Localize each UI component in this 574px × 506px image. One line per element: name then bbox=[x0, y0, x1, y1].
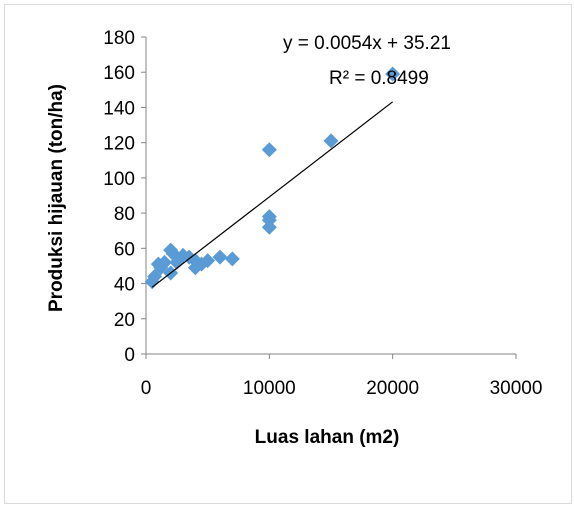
y-tick-label: 80 bbox=[114, 204, 135, 225]
data-point bbox=[224, 251, 240, 267]
x-tick-label: 20000 bbox=[366, 378, 419, 399]
x-axis-title: Luas lahan (m2) bbox=[255, 427, 400, 448]
y-tick-label: 100 bbox=[103, 169, 135, 190]
trendline-r-squared: R² = 0.8499 bbox=[329, 68, 429, 89]
y-tick-label: 160 bbox=[103, 63, 135, 84]
data-point bbox=[212, 249, 228, 265]
y-tick-label: 0 bbox=[124, 345, 135, 366]
trendline bbox=[151, 101, 394, 288]
data-point bbox=[385, 66, 401, 82]
x-tick-label: 30000 bbox=[490, 378, 543, 399]
axes bbox=[145, 37, 516, 355]
y-tick-label: 40 bbox=[114, 275, 135, 296]
data-point bbox=[261, 209, 277, 225]
y-tick-label: 60 bbox=[114, 239, 135, 260]
x-axis-ticks: 0 10000 20000 30000 bbox=[141, 354, 543, 399]
y-tick-label: 180 bbox=[103, 28, 135, 49]
y-tick-label: 20 bbox=[114, 310, 135, 331]
x-tick-label: 0 bbox=[141, 378, 152, 399]
y-axis-title: Produksi hijauan (ton/ha) bbox=[46, 84, 67, 312]
data-points bbox=[144, 66, 401, 290]
scatter-chart: 0 20 40 60 80 100 120 140 160 180 0 10000 20000 3000… bbox=[46, 28, 543, 448]
y-tick-label: 120 bbox=[103, 134, 135, 155]
trendline-equation: y = 0.0054x + 35.21 bbox=[283, 33, 451, 54]
data-point bbox=[261, 142, 277, 158]
y-axis-ticks: 0 20 40 60 80 100 120 140 160 180 bbox=[103, 28, 146, 366]
y-tick-label: 140 bbox=[103, 98, 135, 119]
chart-area: 0 20 40 60 80 100 120 140 160 180 0 10000 20000 3000… bbox=[4, 4, 572, 504]
data-point bbox=[323, 133, 339, 149]
x-tick-label: 10000 bbox=[243, 378, 296, 399]
